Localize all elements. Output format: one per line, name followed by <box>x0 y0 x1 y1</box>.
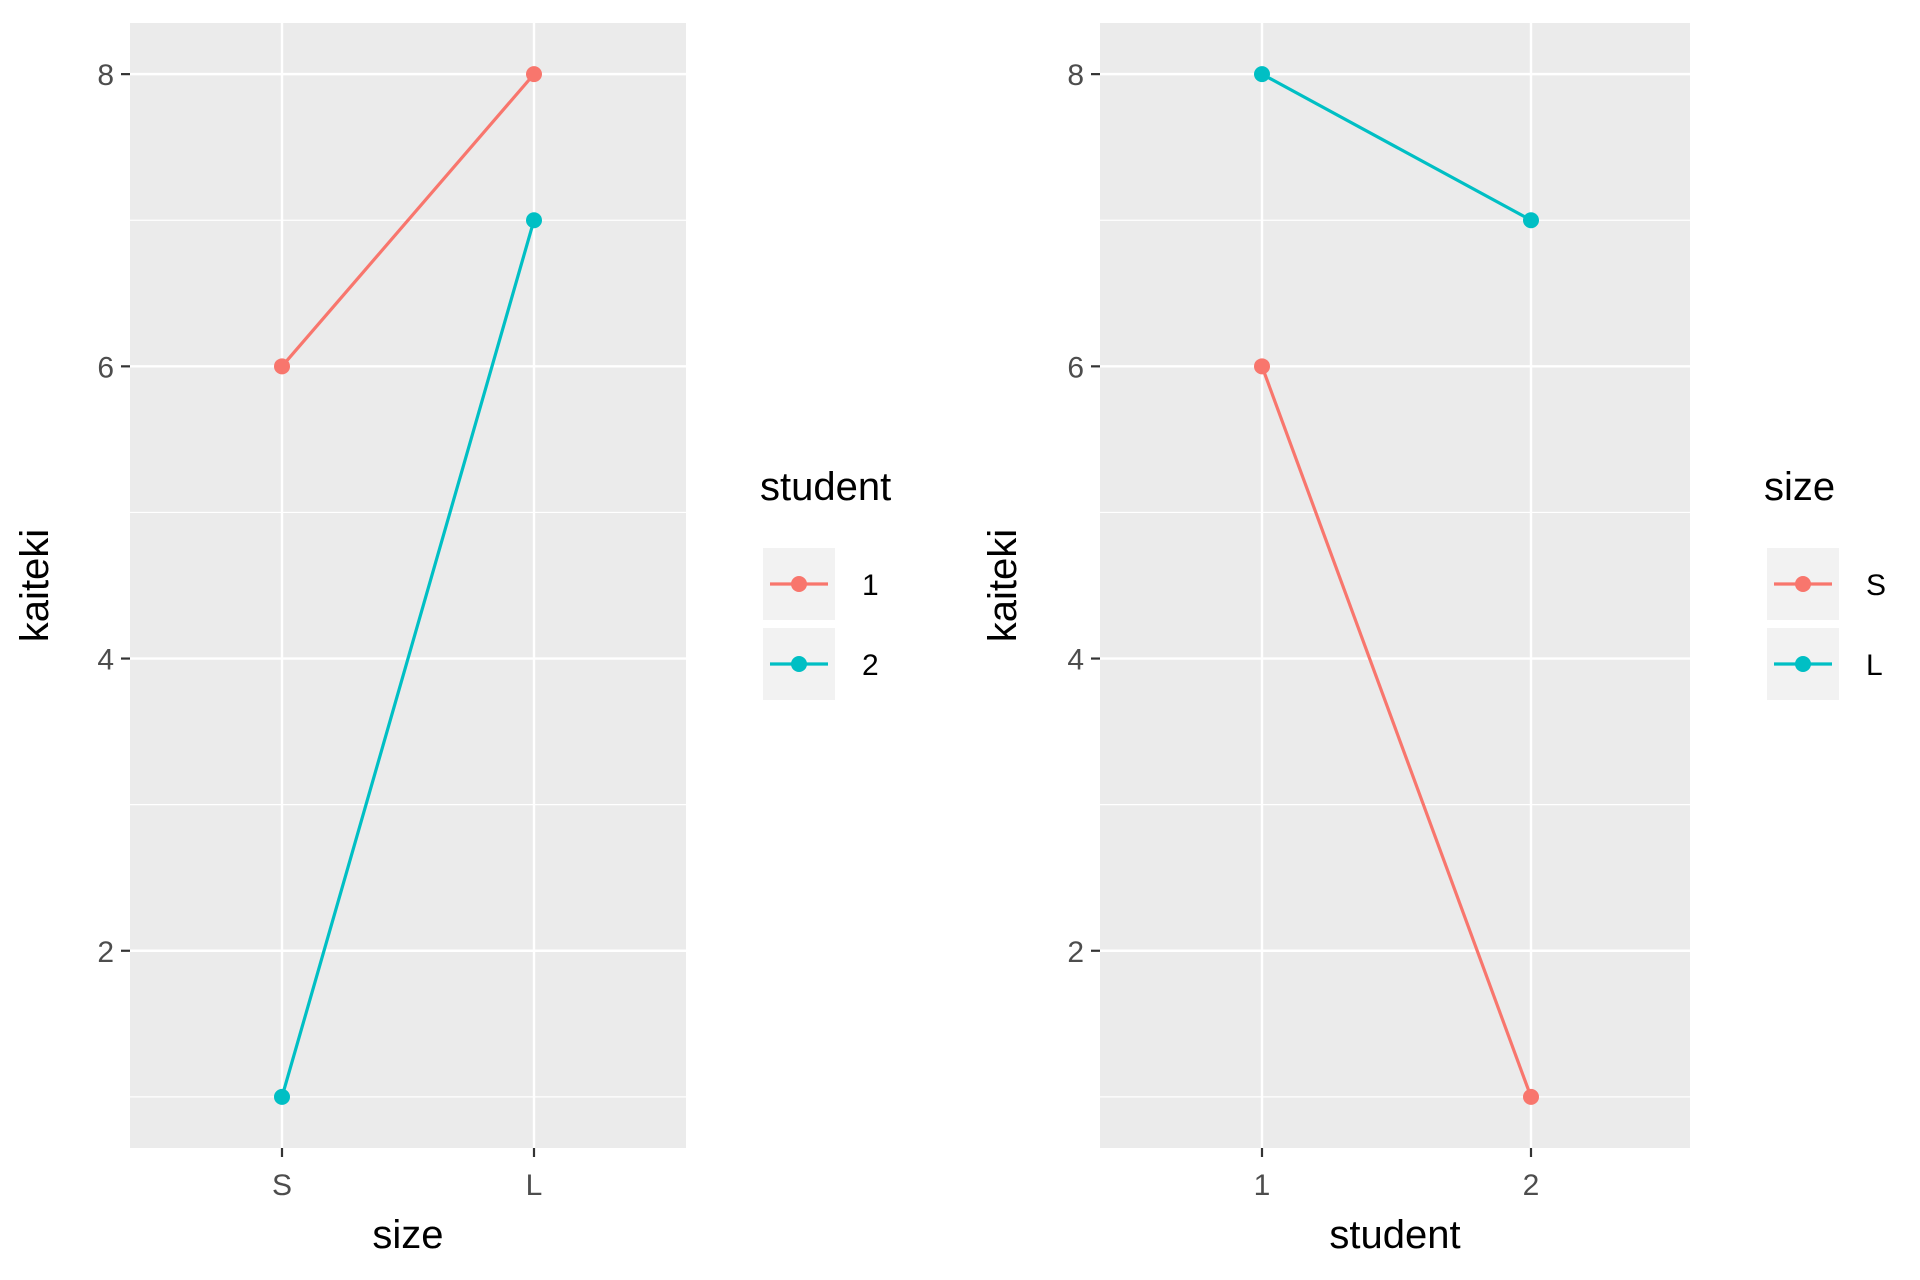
y-axis-title: kaiteki <box>981 529 1025 642</box>
data-point-S-2 <box>1523 1088 1539 1105</box>
plot-background <box>1100 23 1690 1148</box>
y-tick-label: 2 <box>97 936 114 969</box>
legend-label: 1 <box>862 569 879 602</box>
data-point-L-2 <box>1523 212 1539 229</box>
x-tick-label: 2 <box>1523 1169 1540 1202</box>
legend-key-point <box>791 656 807 672</box>
y-tick-label: 6 <box>97 351 114 384</box>
legend-title: size <box>1764 465 1835 509</box>
data-point-2-S <box>274 1088 290 1105</box>
y-axis-title: kaiteki <box>13 529 57 642</box>
y-tick-label: 8 <box>97 59 114 92</box>
y-tick-label: 6 <box>1067 351 1084 384</box>
x-axis-title: size <box>372 1213 443 1257</box>
data-point-2-L <box>526 212 542 229</box>
y-tick-label: 4 <box>97 644 114 677</box>
series-line-L <box>1261 72 1532 222</box>
legend-key-point <box>791 576 807 592</box>
legend-key-point <box>1795 656 1811 672</box>
series-line-1 <box>280 73 536 368</box>
series-line-S <box>1260 365 1533 1098</box>
x-tick-label: 1 <box>1254 1169 1271 1202</box>
plot-background <box>130 23 686 1148</box>
legend-key-point <box>1795 576 1811 592</box>
legend: student 1 2 <box>760 465 891 700</box>
chart-panel-2: 2 4 6 8 1 2 student kaiteki size S L <box>981 23 1886 1257</box>
y-tick-label: 4 <box>1067 644 1084 677</box>
x-tick-label: L <box>526 1169 543 1202</box>
legend-label: S <box>1866 569 1886 602</box>
y-tick-label: 8 <box>1067 59 1084 92</box>
legend: size S L <box>1764 465 1886 700</box>
x-tick-label: S <box>272 1169 292 1202</box>
legend-label: 2 <box>862 649 879 682</box>
legend-title: student <box>760 465 891 509</box>
legend-label: L <box>1866 649 1883 682</box>
data-point-L-1 <box>1254 66 1270 83</box>
data-point-S-1 <box>1254 358 1270 375</box>
x-axis-title: student <box>1329 1213 1460 1257</box>
data-point-1-L <box>526 66 542 83</box>
data-point-1-S <box>274 358 290 375</box>
series-line-2 <box>280 219 536 1098</box>
y-tick-label: 2 <box>1067 936 1084 969</box>
